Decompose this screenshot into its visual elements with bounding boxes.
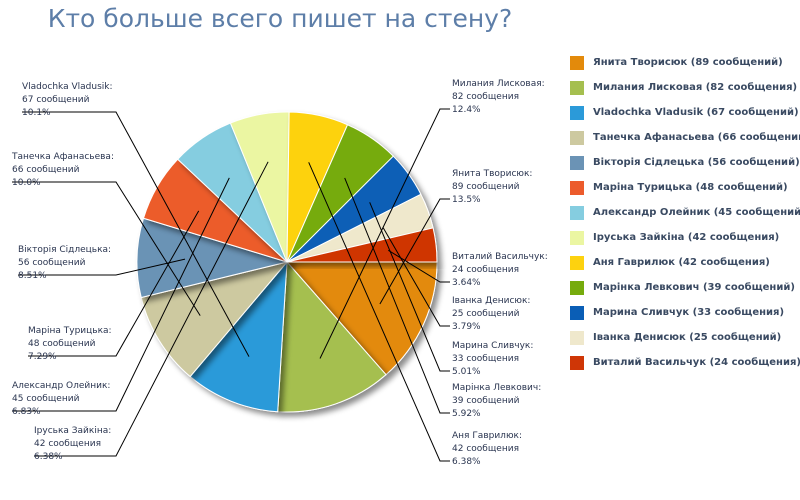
slice-label-count: 39 сообщений: [452, 396, 520, 406]
slice-label-name: Vladochka Vladusik:: [22, 82, 113, 92]
legend-label: Vladochka Vladusik (67 сообщений): [593, 107, 799, 118]
legend-swatch: [570, 280, 584, 295]
slice-label-name: Маріна Турицька:: [28, 326, 112, 336]
legend-label: Марина Сливчук (33 сообщения): [593, 307, 785, 318]
leader-line: [12, 181, 201, 316]
legend-item[interactable]: Аня Гаврилюк (42 сообщения): [570, 250, 800, 275]
legend-label: Виталий Васильчук (24 сообщения): [593, 357, 800, 368]
leader-line: [34, 161, 269, 457]
legend: Янита Творисюк (89 сообщений) Милания Лис…: [570, 50, 800, 375]
slice-label-percent: 10.0%: [12, 178, 41, 188]
legend-swatch: [570, 80, 584, 95]
slice-label-count: 42 сообщения: [34, 439, 101, 449]
legend-label: Янита Творисюк (89 сообщений): [593, 57, 783, 68]
legend-item[interactable]: Марина Сливчук (33 сообщения): [570, 300, 800, 325]
legend-swatch: [570, 155, 584, 170]
slice-label-name: Танечка Афанасьева:: [11, 152, 114, 162]
legend-item[interactable]: Милания Лисковая (82 сообщения): [570, 75, 800, 100]
slice-label-count: 89 сообщений: [452, 182, 520, 192]
legend-label: Аня Гаврилюк (42 сообщения): [593, 257, 770, 268]
pie-slice[interactable]: [277, 260, 387, 413]
slice-label-count: 45 сообщений: [12, 394, 80, 404]
legend-swatch: [570, 255, 584, 270]
leader-line: [12, 177, 230, 412]
legend-label: Маріна Турицька (48 сообщений): [593, 182, 788, 193]
slice-label-count: 56 сообщений: [18, 258, 86, 268]
leader-line: [308, 162, 450, 462]
leader-line: [379, 198, 450, 305]
leader-line: [388, 249, 450, 283]
legend-label: Марінка Левкович (39 сообщений): [593, 282, 795, 293]
slice-label-percent: 5.01%: [452, 367, 481, 377]
slice-label-percent: 3.64%: [452, 278, 481, 288]
slice-label-name: Аня Гаврилюк:: [452, 431, 522, 441]
slice-label-name: Вікторія Сідлецька:: [18, 245, 111, 255]
leader-line: [382, 226, 450, 327]
slice-label-name: Марина Сливчук:: [452, 341, 533, 351]
slice-label-count: 48 сообщений: [28, 339, 96, 349]
legend-item[interactable]: Vladochka Vladusik (67 сообщений): [570, 100, 800, 125]
slice-label-count: 67 сообщений: [22, 95, 90, 105]
legend-item[interactable]: Янита Творисюк (89 сообщений): [570, 50, 800, 75]
slice-label-name: Іванка Денисюк:: [452, 296, 530, 306]
legend-swatch: [570, 230, 584, 245]
slice-label-percent: 6.38%: [452, 457, 481, 467]
slice-label-percent: 13.5%: [452, 195, 481, 205]
legend-item[interactable]: Александр Олейник (45 сообщений): [570, 200, 800, 225]
legend-swatch: [570, 330, 584, 345]
legend-swatch: [570, 205, 584, 220]
slice-label-percent: 6.38%: [34, 452, 63, 462]
legend-label: Іванка Денисюк (25 сообщений): [593, 332, 782, 343]
legend-item[interactable]: Вікторія Сідлецька (56 сообщений): [570, 150, 800, 175]
slice-label-count: 33 сообщения: [452, 354, 519, 364]
legend-item[interactable]: Іруська Зайкіна (42 сообщения): [570, 225, 800, 250]
slice-label-percent: 5.92%: [452, 409, 481, 419]
legend-swatch: [570, 130, 584, 145]
slice-label-name: Іруська Зайкіна:: [34, 426, 111, 436]
leader-line: [369, 202, 450, 372]
pie-slice[interactable]: [285, 261, 438, 376]
leader-line: [18, 258, 186, 276]
legend-swatch: [570, 355, 584, 370]
slice-label-name: Виталий Васильчук:: [452, 252, 548, 262]
legend-swatch: [570, 55, 584, 70]
slice-label-percent: 10.1%: [22, 108, 51, 118]
slice-label-percent: 12.4%: [452, 105, 481, 115]
legend-label: Танечка Афанасьева (66 сообщений): [593, 132, 800, 143]
slice-label-count: 42 сообщения: [452, 444, 519, 454]
legend-swatch: [570, 180, 584, 195]
pie-slice[interactable]: [140, 261, 289, 378]
leader-line: [344, 177, 450, 414]
slice-label-count: 25 сообщений: [452, 309, 520, 319]
slice-label-name: Александр Олейник:: [12, 381, 110, 391]
slice-label-count: 66 сообщений: [12, 165, 80, 175]
slice-label-percent: 3.79%: [452, 322, 481, 332]
legend-item[interactable]: Марінка Левкович (39 сообщений): [570, 275, 800, 300]
slice-label-name: Марінка Левкович:: [452, 383, 541, 393]
legend-item[interactable]: Маріна Турицька (48 сообщений): [570, 175, 800, 200]
legend-item[interactable]: Іванка Денисюк (25 сообщений): [570, 325, 800, 350]
slice-label-name: Янита Творисюк:: [452, 169, 532, 179]
pie-slice[interactable]: [286, 227, 438, 263]
legend-item[interactable]: Виталий Васильчук (24 сообщения): [570, 350, 800, 375]
slice-label-percent: 8.51%: [18, 271, 47, 281]
chart-title: Кто больше всего пишет на стену?: [47, 4, 513, 33]
slice-label-count: 24 сообщения: [452, 265, 519, 275]
slice-label-count: 82 сообщения: [452, 92, 519, 102]
slice-label-name: Милания Лисковая:: [452, 79, 545, 89]
leader-line: [22, 111, 250, 357]
slice-label-percent: 6.83%: [12, 407, 41, 417]
legend-label: Вікторія Сідлецька (56 сообщений): [593, 157, 800, 168]
legend-swatch: [570, 305, 584, 320]
leader-line: [319, 108, 450, 359]
legend-label: Іруська Зайкіна (42 сообщения): [593, 232, 780, 243]
legend-label: Александр Олейник (45 сообщений): [593, 207, 800, 218]
leader-line: [28, 210, 200, 357]
legend-item[interactable]: Танечка Афанасьева (66 сообщений): [570, 125, 800, 150]
legend-swatch: [570, 105, 584, 120]
legend-label: Милания Лисковая (82 сообщения): [593, 82, 798, 93]
slice-label-percent: 7.29%: [28, 352, 57, 362]
